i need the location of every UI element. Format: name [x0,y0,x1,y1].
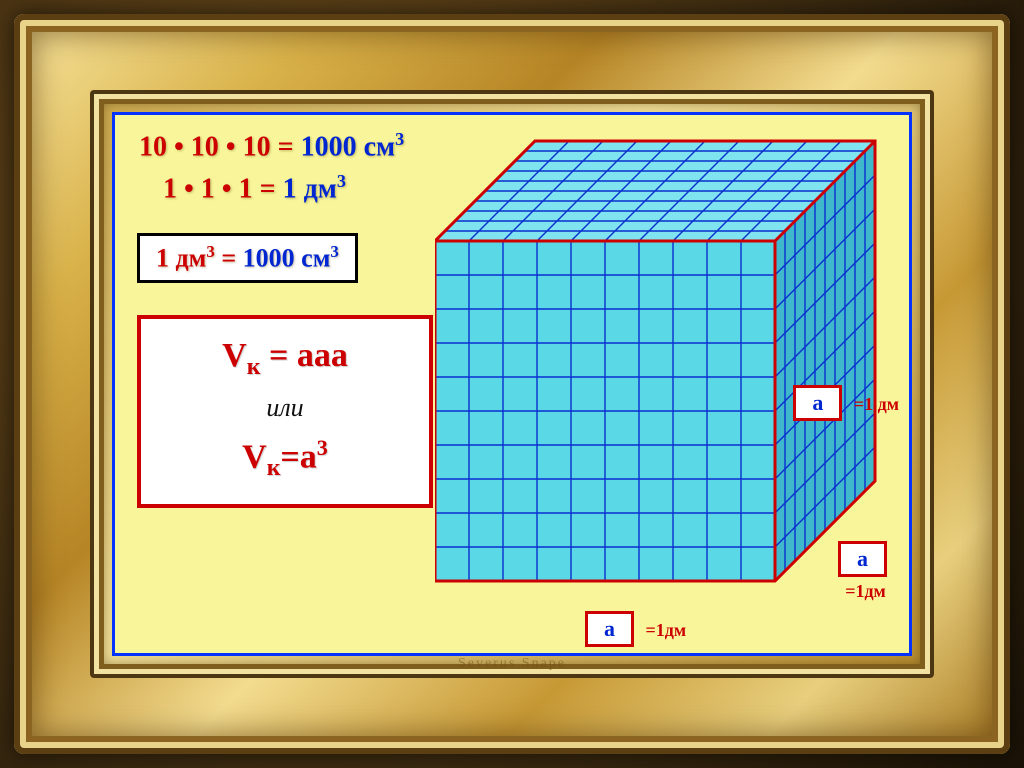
eq2-rhs: 1 дм [283,173,337,204]
equation-1: 10 • 10 • 10 = 1000 см3 [139,129,404,163]
cube-svg [435,121,895,641]
stage: 10 • 10 • 10 = 1000 см3 1 • 1 • 1 = 1 дм… [0,0,1024,768]
formula-or: или [155,393,415,423]
edge-a-bottom: а [585,611,634,647]
formula2-sup: 3 [317,435,328,460]
formula-line-2: Vк=а3 [155,435,415,482]
eq3-rhs: 1000 см [243,244,331,273]
edge-label-side: а =1 дм [793,385,899,421]
edge-a-right: а [838,541,887,577]
slide-canvas: 10 • 10 • 10 = 1000 см3 1 • 1 • 1 = 1 дм… [112,112,912,656]
formula2-sub: к [267,455,281,481]
eq3-lhs: 1 дм [156,244,206,273]
cube-figure [435,121,895,641]
eq1-rhs: 1000 см [301,131,396,162]
eq3-mid: = [221,244,242,273]
edge-a-side: а [793,385,842,421]
formula1-V: V [222,337,247,374]
equation-2: 1 • 1 • 1 = 1 дм3 [163,171,346,205]
formula1-post: = ааа [260,337,347,374]
eq3-lhs-sup: 3 [206,242,214,261]
eq1-lhs: 10 • 10 • 10 = [139,131,294,162]
edge-label-right: а =1дм [838,541,893,603]
formula2-V: V [242,438,267,475]
formula1-sub: к [247,354,261,380]
volume-formula-box: Vк = ааа или Vк=а3 [137,315,433,508]
formula-line-1: Vк = ааа [155,337,415,381]
eq3-rhs-sup: 3 [330,242,338,261]
frame-ornament-text: Severus Snape [458,656,566,672]
edge-eq-side: =1 дм [854,394,899,414]
eq2-lhs: 1 • 1 • 1 = [163,173,276,204]
edge-label-bottom: а =1дм [585,611,686,647]
equation-3-box: 1 дм3 = 1000 см3 [137,233,358,283]
formula2-mid: =а [280,438,316,475]
eq1-sup: 3 [395,129,404,149]
eq2-sup: 3 [337,171,346,191]
edge-eq-right: =1дм [845,581,886,601]
edge-eq-bottom: =1дм [646,620,687,640]
